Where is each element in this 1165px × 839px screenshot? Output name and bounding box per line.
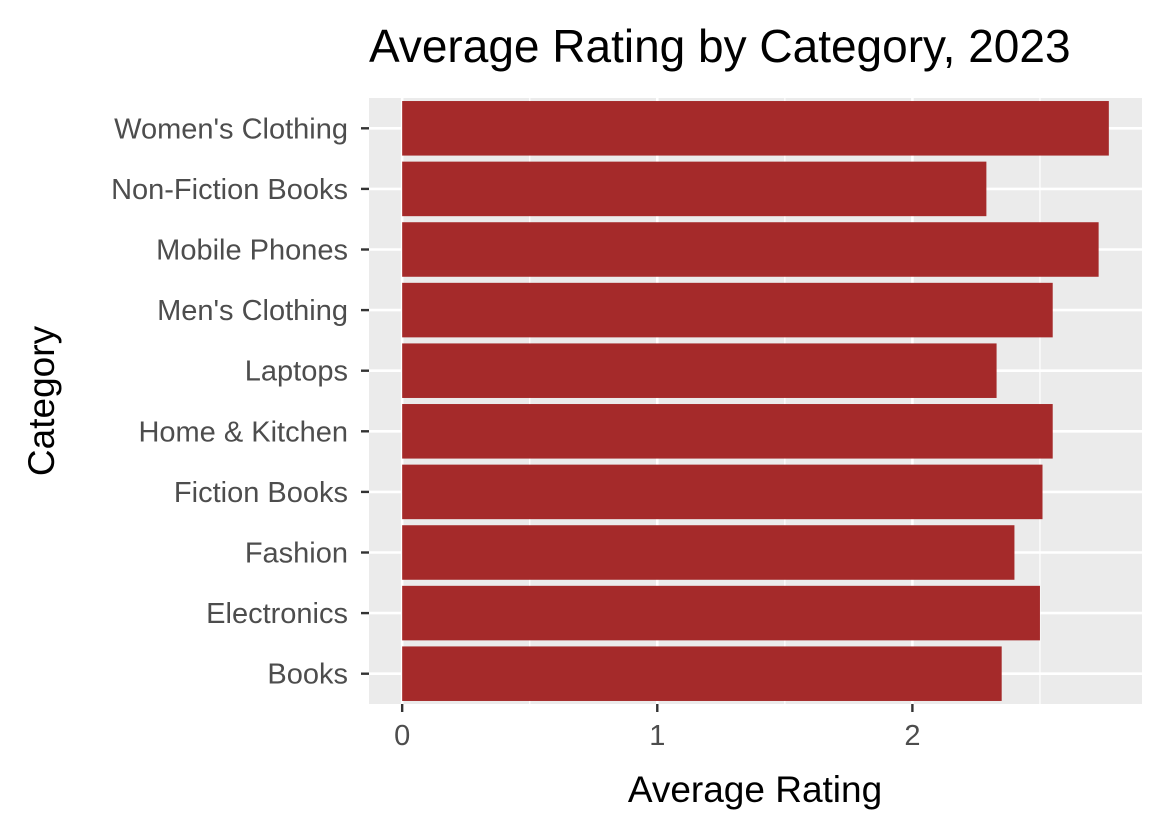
- y-tick-label: Men's Clothing: [157, 295, 348, 327]
- bar: [402, 101, 1109, 156]
- x-axis-title: Average Rating: [628, 769, 882, 810]
- y-tick-label: Non-Fiction Books: [111, 174, 348, 206]
- chart-title: Average Rating by Category, 2023: [369, 20, 1071, 72]
- bar: [402, 464, 1043, 520]
- y-tick-label: Mobile Phones: [156, 235, 348, 267]
- y-tick-label: Home & Kitchen: [138, 416, 348, 448]
- bar: [402, 585, 1040, 641]
- bars: [402, 101, 1109, 701]
- y-tick-label: Laptops: [245, 356, 348, 388]
- y-tick-label: Electronics: [206, 598, 348, 630]
- y-tick-label: Fashion: [245, 538, 348, 570]
- y-tick-label: Books: [267, 659, 348, 691]
- bar: [402, 404, 1053, 459]
- bar: [402, 161, 987, 217]
- y-axis-title: Category: [21, 325, 62, 476]
- bar: [402, 646, 1002, 701]
- x-tick-label: 0: [394, 720, 410, 752]
- y-tick-label: Women's Clothing: [114, 113, 348, 145]
- x-tick-label: 1: [649, 720, 665, 752]
- x-axis: 0 1 2: [394, 704, 920, 752]
- y-axis: Books Electronics Fashion Fiction Books Home…: [111, 113, 369, 691]
- y-tick-label: Fiction Books: [174, 477, 348, 509]
- bar: [402, 525, 1015, 580]
- bar: [402, 282, 1053, 338]
- bar: [402, 222, 1099, 277]
- bar: [402, 343, 997, 398]
- x-tick-label: 2: [904, 720, 920, 752]
